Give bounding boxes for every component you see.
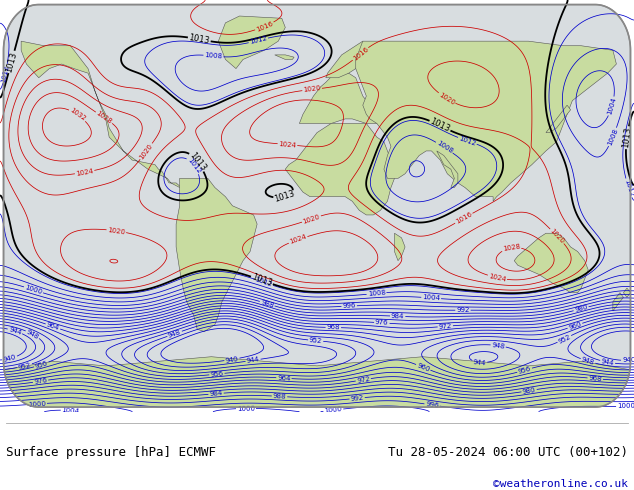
Text: 1024: 1024 [75, 168, 94, 177]
Text: 956: 956 [210, 370, 224, 378]
Text: 1020: 1020 [107, 227, 126, 235]
Polygon shape [623, 288, 630, 297]
Text: 980: 980 [522, 387, 536, 394]
Text: 1000: 1000 [28, 400, 46, 408]
Text: 988: 988 [273, 393, 287, 400]
Text: 948: 948 [25, 328, 40, 340]
Text: 996: 996 [425, 401, 439, 409]
Text: 952: 952 [18, 362, 32, 370]
Polygon shape [218, 16, 285, 69]
Text: 1000: 1000 [24, 284, 43, 295]
PathPatch shape [4, 4, 630, 407]
Text: 1013: 1013 [188, 33, 210, 46]
Text: 1000: 1000 [237, 405, 255, 412]
Text: 980: 980 [574, 304, 588, 314]
Text: ©weatheronline.co.uk: ©weatheronline.co.uk [493, 479, 628, 489]
Text: 1000: 1000 [617, 403, 634, 410]
Polygon shape [275, 55, 294, 59]
Polygon shape [326, 41, 366, 78]
Polygon shape [514, 233, 588, 293]
Text: 956: 956 [34, 360, 49, 369]
Polygon shape [437, 151, 458, 188]
Text: 976: 976 [375, 319, 389, 326]
Text: 948: 948 [581, 356, 595, 366]
Text: 972: 972 [356, 376, 370, 384]
Text: 1013: 1013 [621, 126, 633, 148]
Text: 952: 952 [557, 333, 572, 344]
Text: 1012: 1012 [458, 135, 477, 147]
Text: 1024: 1024 [278, 141, 297, 148]
Text: 1012: 1012 [249, 35, 268, 46]
Text: 944: 944 [473, 359, 487, 366]
Polygon shape [285, 123, 394, 215]
Polygon shape [394, 233, 405, 261]
Text: 1012: 1012 [623, 178, 634, 197]
Polygon shape [21, 41, 181, 188]
Text: 940: 940 [622, 357, 634, 364]
Text: 1028: 1028 [502, 244, 521, 252]
Polygon shape [546, 105, 571, 133]
Polygon shape [356, 41, 616, 201]
Text: 948: 948 [491, 342, 505, 349]
Text: 1016: 1016 [455, 211, 473, 225]
Text: 944: 944 [8, 326, 22, 336]
Text: 1028: 1028 [95, 110, 113, 125]
Text: 996: 996 [342, 303, 356, 309]
Text: 964: 964 [46, 321, 60, 332]
Text: 1016: 1016 [352, 46, 370, 62]
Text: 1008: 1008 [367, 290, 385, 297]
Text: 992: 992 [350, 394, 364, 402]
Text: 944: 944 [246, 356, 260, 364]
Polygon shape [299, 73, 380, 123]
Text: 1008: 1008 [607, 127, 619, 147]
Text: 964: 964 [277, 375, 291, 382]
Polygon shape [613, 293, 623, 311]
Text: 1020: 1020 [303, 85, 321, 94]
Text: 960: 960 [567, 321, 582, 331]
Text: 948: 948 [167, 329, 182, 339]
Text: Tu 28-05-2024 06:00 UTC (00+102): Tu 28-05-2024 06:00 UTC (00+102) [387, 446, 628, 459]
Text: 1024: 1024 [488, 273, 507, 283]
Text: 992: 992 [456, 307, 470, 313]
Text: 1013: 1013 [4, 50, 18, 74]
Text: 1020: 1020 [549, 228, 566, 245]
Text: 1012: 1012 [186, 156, 202, 174]
Text: 1020: 1020 [302, 213, 321, 224]
Text: 1004: 1004 [61, 407, 80, 414]
Text: 952: 952 [309, 337, 323, 344]
Text: 956: 956 [517, 366, 532, 375]
Text: 944: 944 [600, 358, 614, 367]
Text: 1013: 1013 [429, 117, 451, 134]
Text: 1012: 1012 [254, 276, 273, 288]
Text: 940: 940 [225, 355, 239, 364]
Text: 1020: 1020 [138, 143, 154, 160]
Text: Surface pressure [hPa] ECMWF: Surface pressure [hPa] ECMWF [6, 446, 216, 459]
Text: 976: 976 [34, 377, 48, 385]
Polygon shape [176, 178, 257, 332]
Text: 940: 940 [3, 354, 17, 363]
Text: 1004: 1004 [607, 97, 618, 116]
Text: 1008: 1008 [435, 140, 453, 155]
Text: 1013: 1013 [188, 150, 207, 173]
Text: 960: 960 [416, 362, 430, 372]
Text: 1012: 1012 [1, 64, 10, 83]
Text: 1032: 1032 [68, 107, 87, 122]
Text: 972: 972 [438, 323, 452, 330]
Text: 1016: 1016 [255, 20, 274, 33]
Text: 1000: 1000 [324, 406, 342, 414]
Text: 1024: 1024 [288, 234, 307, 245]
Text: 968: 968 [588, 375, 602, 382]
Text: 984: 984 [209, 390, 223, 397]
Text: 1020: 1020 [437, 91, 456, 106]
Text: 984: 984 [391, 313, 404, 319]
Text: 1013: 1013 [273, 189, 295, 204]
Text: 1013: 1013 [250, 273, 273, 288]
Polygon shape [0, 357, 634, 412]
Text: 1008: 1008 [204, 52, 223, 60]
Text: 968: 968 [327, 324, 340, 331]
Text: 1004: 1004 [422, 294, 441, 302]
Text: 988: 988 [260, 299, 275, 309]
